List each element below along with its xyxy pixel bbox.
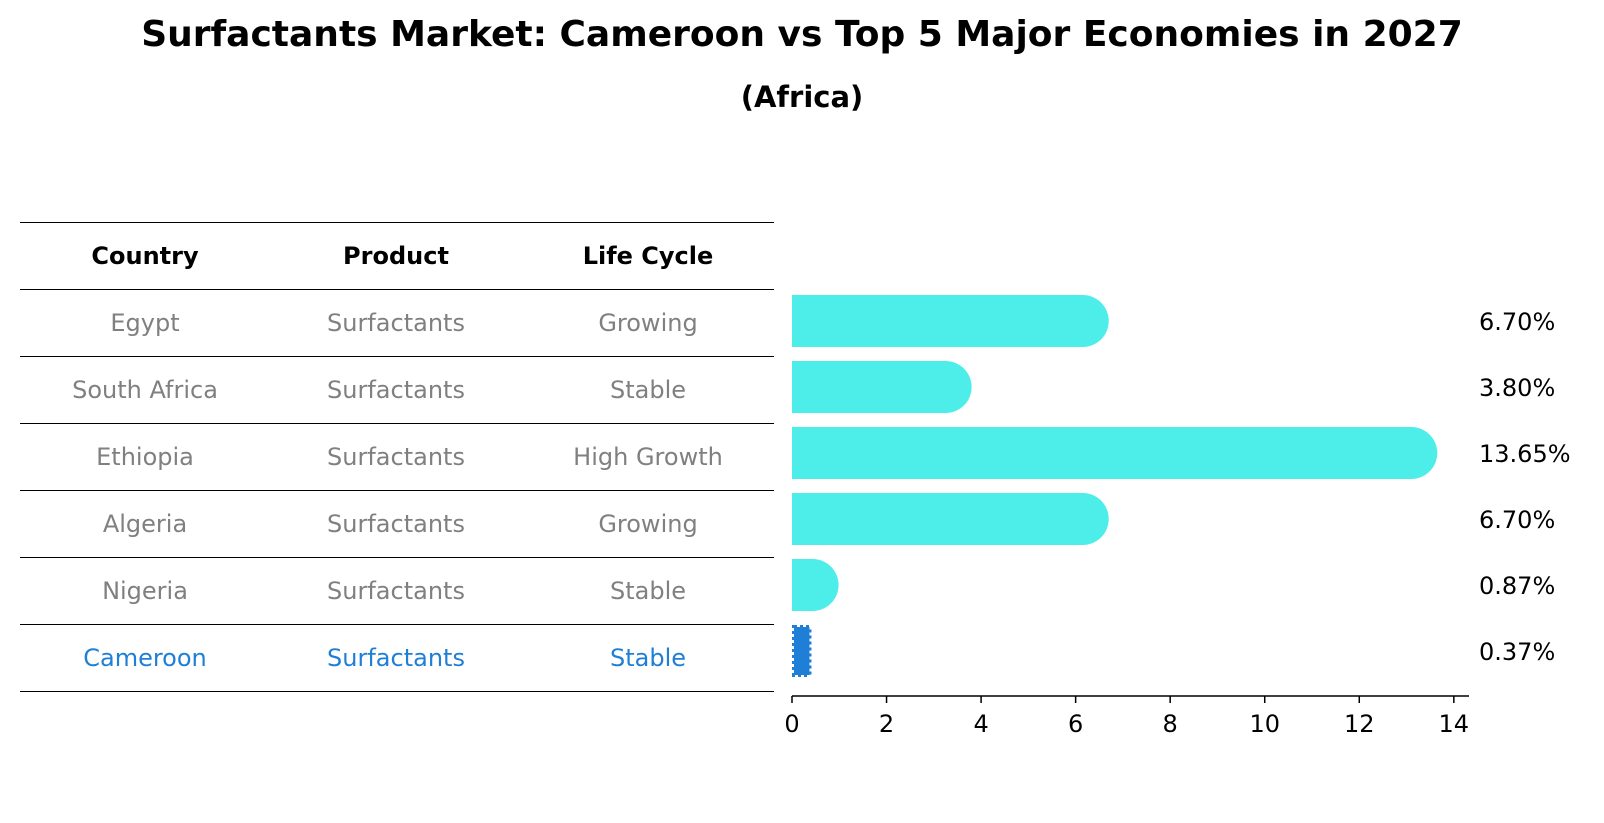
x-tick-label: 6 — [1068, 710, 1083, 738]
bar-egypt — [792, 295, 1109, 347]
bar-algeria — [792, 493, 1109, 545]
life-cycle-cell: Stable — [609, 644, 687, 672]
table-header-row: Country Product Life Cycle — [20, 222, 774, 289]
x-tick-label: 8 — [1163, 710, 1178, 738]
product-cell: Surfactants — [327, 309, 465, 337]
x-tick-label: 10 — [1249, 710, 1280, 738]
header-country: Country — [91, 242, 199, 270]
bar-ethiopia — [792, 427, 1438, 479]
data-table: Country Product Life Cycle Egypt Surfact… — [20, 222, 774, 692]
life-cycle-cell: Growing — [598, 510, 698, 538]
table-row: Egypt Surfactants Growing — [20, 289, 774, 356]
life-cycle-cell: Stable — [609, 376, 687, 404]
value-label: 6.70% — [1479, 308, 1555, 336]
header-product: Product — [343, 242, 449, 270]
x-tick-label: 4 — [973, 710, 988, 738]
bar-south-africa — [792, 361, 972, 413]
product-cell: Surfactants — [327, 376, 465, 404]
product-cell: Surfactants — [327, 577, 465, 605]
table-row: South Africa Surfactants Stable — [20, 356, 774, 423]
bar-cameroon — [792, 625, 812, 677]
table-row: Nigeria Surfactants Stable — [20, 557, 774, 624]
value-label: 13.65% — [1479, 440, 1571, 468]
value-label: 0.37% — [1479, 638, 1555, 666]
chart-title: Surfactants Market: Cameroon vs Top 5 Ma… — [141, 14, 1463, 55]
header-life-cycle: Life Cycle — [582, 242, 714, 270]
value-label: 3.80% — [1479, 374, 1555, 402]
country-cell: South Africa — [72, 376, 218, 404]
country-cell: Nigeria — [102, 577, 188, 605]
country-cell: Ethiopia — [96, 443, 194, 471]
x-tick-label: 2 — [879, 710, 894, 738]
x-tick-label: 14 — [1439, 710, 1470, 738]
value-label: 0.87% — [1479, 572, 1555, 600]
country-cell: Egypt — [110, 309, 180, 337]
bar-nigeria — [792, 559, 839, 611]
life-cycle-cell: Growing — [598, 309, 698, 337]
x-tick-label: 0 — [784, 710, 799, 738]
life-cycle-cell: High Growth — [573, 443, 723, 471]
life-cycle-cell: Stable — [609, 577, 687, 605]
x-tick-label: 12 — [1344, 710, 1375, 738]
product-cell: Surfactants — [327, 644, 465, 672]
country-cell: Cameroon — [83, 644, 207, 672]
country-cell: Algeria — [102, 510, 188, 538]
value-label: 6.70% — [1479, 506, 1555, 534]
table-row-highlight: Cameroon Surfactants Stable — [20, 624, 774, 692]
product-cell: Surfactants — [327, 510, 465, 538]
table-row: Ethiopia Surfactants High Growth — [20, 423, 774, 490]
chart-subtitle: (Africa) — [740, 80, 864, 114]
table-row: Algeria Surfactants Growing — [20, 490, 774, 557]
product-cell: Surfactants — [327, 443, 465, 471]
